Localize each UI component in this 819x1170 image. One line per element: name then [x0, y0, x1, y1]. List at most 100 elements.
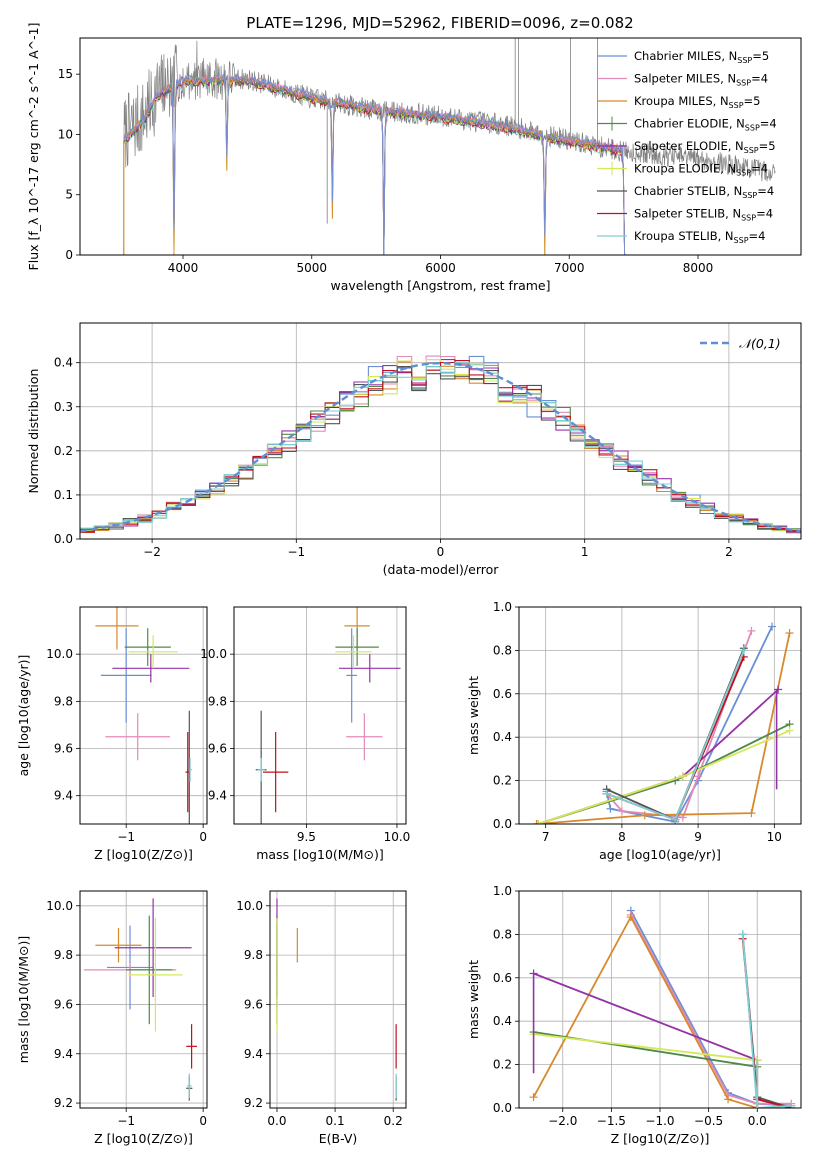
- age-vs-Z-ytick-label: 9.4: [54, 789, 73, 803]
- age-vs-mass-plot-area: [255, 607, 401, 824]
- legend-label: 𝒩(0,1): [739, 336, 781, 351]
- spectrum-ytick-label: 0: [65, 248, 73, 262]
- errorbar-point: [114, 898, 192, 998]
- weight-marker: [787, 1101, 796, 1108]
- weight-marker: [529, 1093, 538, 1102]
- weight-vs-age-axes: 7 8 9 10 0.0 0.2 0.4 0.6 0.8 1.0 age [log10(age/yr…: [466, 600, 801, 862]
- weight-line: [741, 934, 792, 1108]
- weight-line: [533, 1031, 759, 1108]
- age-vs-mass-xlabel: mass [log10(M/M⊙)]: [256, 847, 384, 862]
- residuals-xtick-label: 0: [437, 545, 445, 559]
- mass-vs-EBV-ytick-label: 9.2: [244, 1096, 263, 1110]
- errorbar-point: [128, 918, 183, 1032]
- errorbar-point: [186, 1073, 192, 1099]
- weight-vs-Z-xtick-label: −2.0: [548, 1114, 577, 1128]
- legend-label: Chabrier ELODIE, NSSP=4: [634, 117, 777, 133]
- weight-vs-age-xtick-label: 10: [767, 830, 782, 844]
- weight-marker: [617, 806, 626, 815]
- age-vs-mass-ytick-label: 9.8: [208, 694, 227, 708]
- errorbar-point: [128, 635, 178, 669]
- weight-vs-Z-ytick-label: 0.0: [493, 1101, 512, 1115]
- age-vs-Z-ytick-label: 9.6: [54, 742, 73, 756]
- age-vs-Z-ylabel: age [log10(age/yr)]: [16, 655, 31, 777]
- mass-vs-EBV-ytick-label: 10.0: [236, 899, 263, 913]
- spectrum-frame: [79, 37, 802, 256]
- weight-vs-Z-frame: [518, 890, 802, 1109]
- mass-vs-Z-frame: [79, 890, 208, 1109]
- weight-marker: [747, 626, 756, 635]
- legend-label: Kroupa MILES, NSSP=5: [634, 94, 760, 110]
- mass-vs-Z-ytick-label: 10.0: [46, 899, 73, 913]
- weight-vs-Z-plot-area: [529, 906, 796, 1108]
- residuals-xtick-label: −2: [143, 545, 161, 559]
- errorbar-point: [339, 654, 401, 683]
- mass-vs-EBV-xtick-label: 0.1: [326, 1114, 345, 1128]
- weight-vs-age-xtick-label: 7: [542, 830, 550, 844]
- weight-vs-Z-ytick-label: 0.8: [493, 927, 512, 941]
- spectrum-xtick-label: 6000: [425, 261, 456, 275]
- figure-title: PLATE=1296, MJD=52962, FIBERID=0096, z=0…: [246, 14, 633, 32]
- age-vs-Z-ytick-label: 10.0: [46, 647, 73, 661]
- residual-histogram: [80, 365, 801, 533]
- weight-marker: [606, 804, 615, 813]
- weight-vs-age-ylabel: mass weight: [466, 676, 481, 755]
- spectrum-axes: 4000 5000 6000 7000 8000 0 5 10 15 wavelength [An…: [26, 23, 713, 293]
- mass-vs-EBV-ytick-label: 9.6: [244, 997, 263, 1011]
- residuals-xlabel: (data-model)/error: [383, 562, 500, 577]
- age-vs-mass-xtick-label: 10.0: [384, 830, 411, 844]
- age-vs-Z-ytick-label: 9.8: [54, 694, 73, 708]
- weight-vs-Z-xtick-label: −1.5: [597, 1114, 626, 1128]
- errorbar-point: [105, 713, 171, 761]
- residuals-ytick-label: 0.4: [54, 356, 73, 370]
- spectrum-legend: Chabrier MILES, NSSP=5 Salpeter MILES, NS…: [597, 49, 777, 245]
- errorbar-point: [95, 927, 142, 963]
- weight-vs-Z-ytick-label: 0.4: [493, 1014, 512, 1028]
- weight-line: [532, 915, 758, 1108]
- weight-marker: [739, 646, 748, 655]
- spectrum-ytick-label: 15: [58, 67, 73, 81]
- weight-vs-age-ytick-label: 0.4: [493, 730, 512, 744]
- errorbar-point: [257, 757, 265, 782]
- residuals-xtick-label: 2: [725, 545, 733, 559]
- weight-line: [630, 910, 792, 1107]
- age-vs-mass-ytick-label: 10.0: [200, 647, 227, 661]
- weight-marker: [785, 726, 794, 735]
- spectrum-xtick-label: 4000: [168, 261, 199, 275]
- mass-vs-Z-ytick-label: 9.4: [54, 1047, 73, 1061]
- weight-marker: [602, 789, 611, 798]
- weight-line: [537, 688, 779, 824]
- weight-vs-age-ytick-label: 0.8: [493, 643, 512, 657]
- weight-vs-age-ytick-label: 0.6: [493, 687, 512, 701]
- age-vs-mass-xtick-label: 9.5: [297, 830, 316, 844]
- legend-label: Chabrier STELIB, NSSP=4: [634, 184, 774, 200]
- weight-marker: [626, 913, 635, 922]
- weight-marker: [747, 809, 756, 818]
- errorbar-point: [335, 635, 372, 669]
- errorbar-point: [262, 732, 289, 813]
- errorbar-point: [185, 732, 191, 813]
- spectrum-plot-area: [123, 38, 776, 255]
- legend-label: Salpeter ELODIE, NSSP=5: [634, 139, 776, 155]
- residuals-ytick-label: 0.1: [54, 488, 73, 502]
- mass-vs-EBV-axes: 0.0 0.1 0.2 9.2 9.4 9.6 9.8 10.0 E(B-V): [236, 891, 406, 1146]
- spectrum-xtick-label: 7000: [554, 261, 585, 275]
- mass-vs-Z-xlabel: Z [log10(Z/Z⊙)]: [94, 1131, 193, 1146]
- errorbar-point: [186, 1024, 197, 1069]
- errorbar-point: [124, 628, 171, 666]
- weight-vs-age-ytick-label: 0.0: [493, 817, 512, 831]
- mass-vs-EBV-xtick-label: 0.0: [267, 1114, 286, 1128]
- model-fit-line: [123, 73, 626, 255]
- legend-label: Kroupa ELODIE, NSSP=4: [634, 162, 768, 178]
- weight-vs-Z-ytick-label: 0.6: [493, 971, 512, 985]
- residual-histogram: [80, 361, 801, 531]
- weight-vs-age-xtick-label: 9: [694, 830, 702, 844]
- mass-vs-EBV-plot-area: [276, 898, 397, 1101]
- age-vs-Z-xlabel: Z [log10(Z/Z⊙)]: [94, 847, 193, 862]
- weight-vs-age-frame: [518, 606, 802, 825]
- residuals-legend: 𝒩(0,1): [700, 336, 781, 351]
- mass-vs-Z-plot-area: [83, 898, 197, 1101]
- errorbar-point: [112, 654, 190, 683]
- mass-vs-Z-ytick-label: 9.6: [54, 997, 73, 1011]
